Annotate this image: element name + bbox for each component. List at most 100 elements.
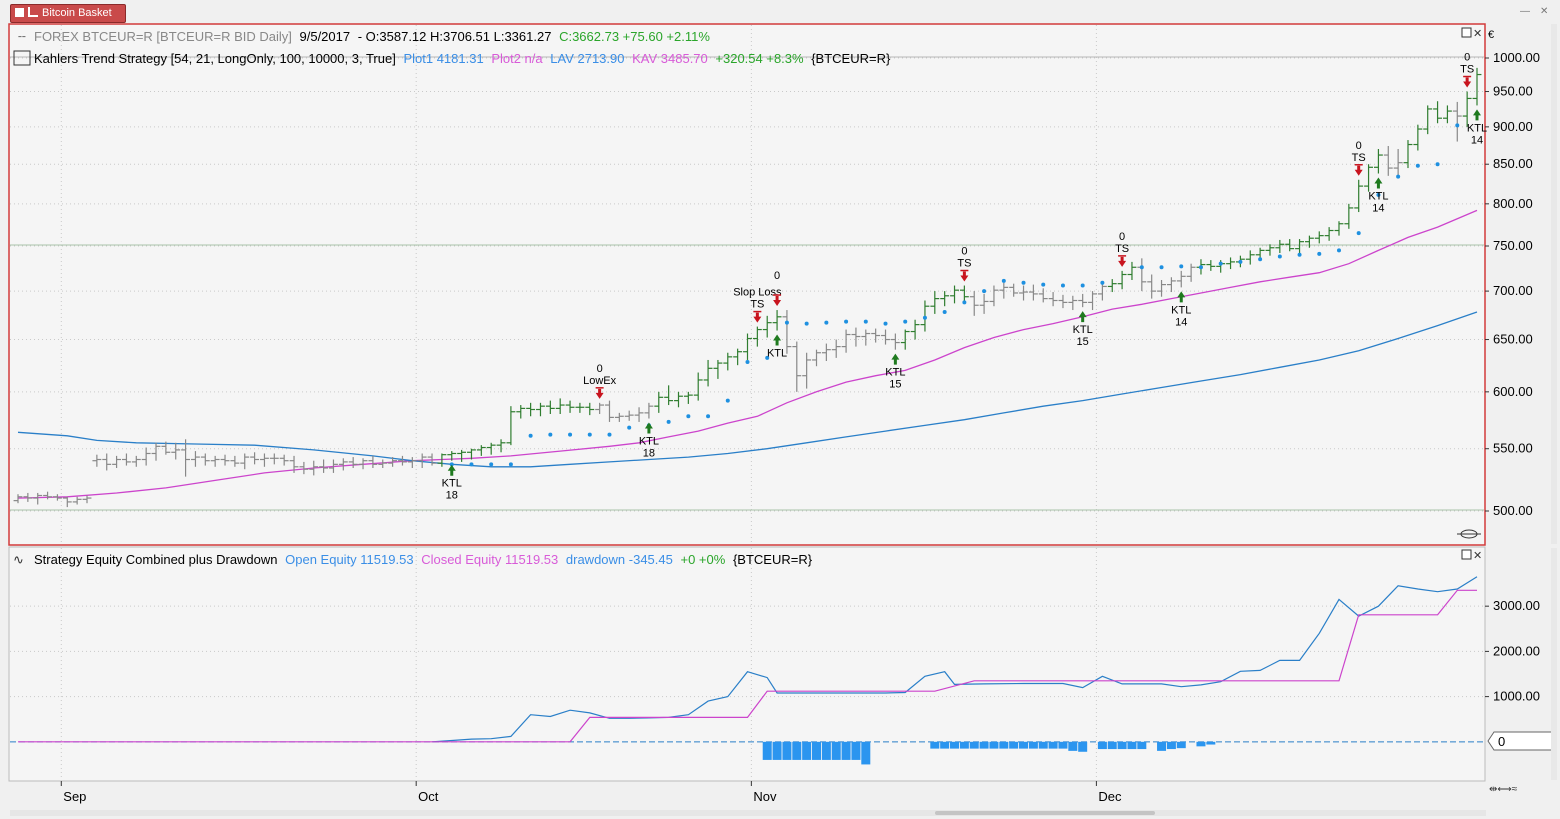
ohlc-bar — [398, 455, 407, 466]
stop-dot — [1376, 192, 1381, 197]
price-tick-label: 750.00 — [1493, 238, 1533, 253]
drawdown-bar — [1058, 741, 1068, 749]
ohlc-bar — [999, 282, 1009, 299]
drawdown-bar — [1048, 741, 1058, 749]
open-equity-value: Open Equity 11519.53 — [285, 552, 413, 567]
ohlc-bar — [605, 400, 614, 422]
restore-icon[interactable] — [1461, 27, 1472, 38]
price-pane-frame — [8, 23, 1486, 546]
stop-dot — [1041, 282, 1046, 287]
ohlc-bar — [1413, 124, 1423, 151]
ohlc-bar — [72, 496, 82, 505]
buy-label: KTL — [1467, 122, 1487, 134]
buy-label: KTL — [639, 436, 659, 448]
ohlc-bar — [427, 453, 437, 466]
stop-dot — [1179, 264, 1184, 269]
ohlc-bar — [950, 285, 959, 304]
ohlc-bar — [407, 457, 417, 469]
ohlc-bar — [1275, 239, 1285, 254]
ohlc-bar — [486, 442, 496, 455]
ohlc-bar — [437, 453, 447, 467]
symbol-tag: {BTCEUR=R} — [811, 51, 891, 66]
ohlc-bar — [1157, 279, 1166, 297]
price-vertical-scrollbar[interactable] — [1551, 24, 1557, 544]
ohlc-bar — [1433, 101, 1443, 124]
ohlc-bar — [1107, 279, 1117, 293]
buy-arrow — [1078, 311, 1087, 323]
equity-y-axis: 1000.00 2000.00 3000.00 — [1485, 598, 1540, 704]
ohlc-bar — [269, 453, 279, 465]
stop-dot — [903, 319, 908, 324]
stop-dot — [962, 300, 967, 305]
ohlc-bar — [979, 293, 989, 314]
ohlc-bar — [634, 407, 644, 422]
ohlc-bar — [112, 455, 122, 469]
ohlc-bar — [220, 454, 230, 466]
drawdown-bar — [1206, 741, 1216, 745]
ohlc-bar — [1058, 294, 1068, 309]
sell-toplabel: 0 — [597, 363, 603, 375]
ohlc-bar — [1304, 235, 1314, 248]
price-tick-label: 700.00 — [1493, 283, 1533, 298]
zoom-icons[interactable]: ⇹⟷≈ — [1489, 784, 1518, 795]
ohlc-bar — [1295, 239, 1304, 254]
stop-dot — [1435, 162, 1440, 167]
stop-dot — [1238, 259, 1243, 264]
stop-dot — [765, 355, 770, 360]
ohlc-bar — [171, 442, 181, 460]
ohlc-bar — [703, 359, 713, 387]
line-kav — [17, 311, 1478, 468]
equity-close-icon[interactable]: ✕ — [1473, 550, 1482, 562]
ohlc-bar — [1088, 291, 1097, 311]
equity-pane-frame — [8, 546, 1486, 782]
minimize-icon[interactable]: — — [1520, 6, 1530, 17]
price-tick-label: 1000.00 — [1493, 50, 1540, 65]
ohlc-bar — [200, 453, 210, 466]
open-equity-line — [431, 576, 1478, 743]
equity-restore-icon[interactable] — [1461, 549, 1472, 560]
ohlc-bar — [181, 439, 191, 477]
sell-label: TS — [1115, 243, 1129, 255]
ohlc-bar — [161, 441, 171, 455]
price-pane-buttons[interactable]: ✕ — [1461, 27, 1482, 40]
stop-dot — [627, 425, 632, 430]
sell-toplabel: Slop Loss — [733, 287, 782, 299]
ohlc-bar — [476, 445, 486, 456]
stop-dot — [1356, 231, 1361, 236]
ohlc-bar — [821, 343, 831, 361]
ohlc-bar — [861, 329, 871, 346]
equity-pane-buttons[interactable]: ✕ — [1461, 549, 1482, 562]
wave-icon: ∿ — [13, 552, 24, 567]
ohlc-bar — [526, 402, 536, 417]
equity-tick-label: 2000.00 — [1493, 643, 1540, 658]
buy-arrow — [1374, 177, 1383, 189]
close-icon[interactable]: ✕ — [1540, 6, 1549, 17]
stop-dot — [1258, 257, 1263, 262]
workspace-tab[interactable]: Bitcoin Basket — [10, 4, 126, 23]
equity-vertical-scrollbar[interactable] — [1551, 548, 1557, 780]
ohlc-bar — [1078, 293, 1088, 308]
ohlc-bar — [289, 455, 299, 473]
sell-arrow — [960, 271, 969, 282]
kav-value: KAV 3485.70 — [632, 51, 708, 66]
ohlc-bar — [358, 458, 368, 470]
sell-toplabel: 0 — [1356, 140, 1362, 152]
buy-label: KTL — [1171, 304, 1191, 316]
ohlc-bar — [1452, 101, 1462, 142]
price-tick-label: 650.00 — [1493, 332, 1533, 347]
close-pane-icon[interactable]: ✕ — [1473, 28, 1482, 40]
ohlc-bar — [102, 453, 112, 471]
plus-value: +0 +0% — [680, 552, 725, 567]
stop-dot — [528, 433, 533, 438]
closed-equity-line — [18, 589, 1477, 743]
drawdown-bar — [1157, 741, 1167, 751]
scroll-thumb[interactable] — [935, 811, 1155, 815]
symbol-text: FOREX BTCEUR=R [BTCEUR=R BID Daily] — [34, 29, 292, 44]
horizontal-scrollbar[interactable] — [10, 810, 1486, 816]
collapse-icon[interactable] — [1457, 529, 1481, 539]
ohlc-bar — [940, 291, 950, 307]
stop-dot — [1317, 251, 1322, 256]
price-tick-label: 900.00 — [1493, 119, 1533, 134]
tab-label: Bitcoin Basket — [42, 7, 112, 19]
sell-toplabel: 0 — [961, 246, 967, 258]
